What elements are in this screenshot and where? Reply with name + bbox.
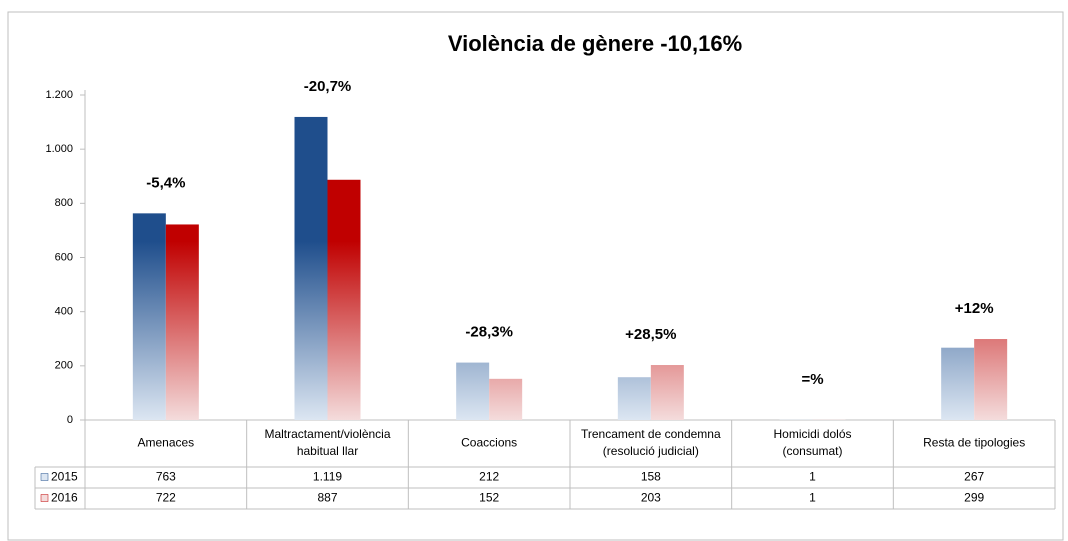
table-value: 1.119 <box>313 470 342 484</box>
legend-swatch <box>40 473 49 481</box>
y-tick-label: 0 <box>67 414 73 426</box>
bar <box>327 179 361 420</box>
y-tick-label: 400 <box>55 306 73 318</box>
x-tick-label: Homicidi dolós <box>773 427 851 441</box>
x-tick-label: (consumat) <box>782 444 842 458</box>
bar <box>941 347 975 420</box>
table-value: 267 <box>964 470 984 484</box>
table-value: 158 <box>641 470 661 484</box>
annotation: -20,7% <box>304 78 352 95</box>
bar <box>617 377 651 420</box>
bar <box>650 365 684 420</box>
legend-label: 2015 <box>51 470 78 484</box>
y-tick-label: 600 <box>55 251 73 263</box>
bar <box>456 362 490 420</box>
bar <box>974 339 1008 420</box>
table-value: 212 <box>479 470 499 484</box>
y-tick-label: 200 <box>55 360 73 372</box>
x-tick-label: habitual llar <box>297 444 358 458</box>
bar <box>489 378 523 420</box>
annotation: -5,4% <box>146 174 185 191</box>
annotation: +28,5% <box>625 326 676 343</box>
table-value: 887 <box>317 491 337 505</box>
x-tick-label: Trencament de condemna <box>581 427 721 441</box>
annotation: =% <box>801 371 823 388</box>
x-tick-label: Resta de tipologies <box>923 436 1025 450</box>
chart-title: Violència de gènere -10,16% <box>448 31 742 56</box>
frame <box>7 11 1064 541</box>
bar <box>165 224 199 420</box>
bar <box>294 116 328 420</box>
annotation: +12% <box>955 300 994 317</box>
legend-swatch <box>40 494 49 502</box>
x-tick-label: Coaccions <box>461 436 517 450</box>
table-value: 203 <box>641 491 661 505</box>
table-value: 763 <box>156 470 176 484</box>
annotation: -28,3% <box>465 324 513 341</box>
table-value: 722 <box>156 491 176 505</box>
table-value: 299 <box>964 491 984 505</box>
x-tick-label: Maltractament/violència <box>264 427 390 441</box>
y-tick-label: 800 <box>55 197 73 209</box>
y-tick-label: 1.200 <box>45 89 73 101</box>
x-tick-label: Amenaces <box>137 436 194 450</box>
y-tick-label: 1.000 <box>45 143 73 155</box>
bar <box>132 213 166 420</box>
table-value: 1 <box>809 470 816 484</box>
x-tick-label: (resolució judicial) <box>603 444 699 458</box>
legend-label: 2016 <box>51 491 78 505</box>
table-value: 1 <box>809 491 816 505</box>
table-value: 152 <box>479 491 499 505</box>
